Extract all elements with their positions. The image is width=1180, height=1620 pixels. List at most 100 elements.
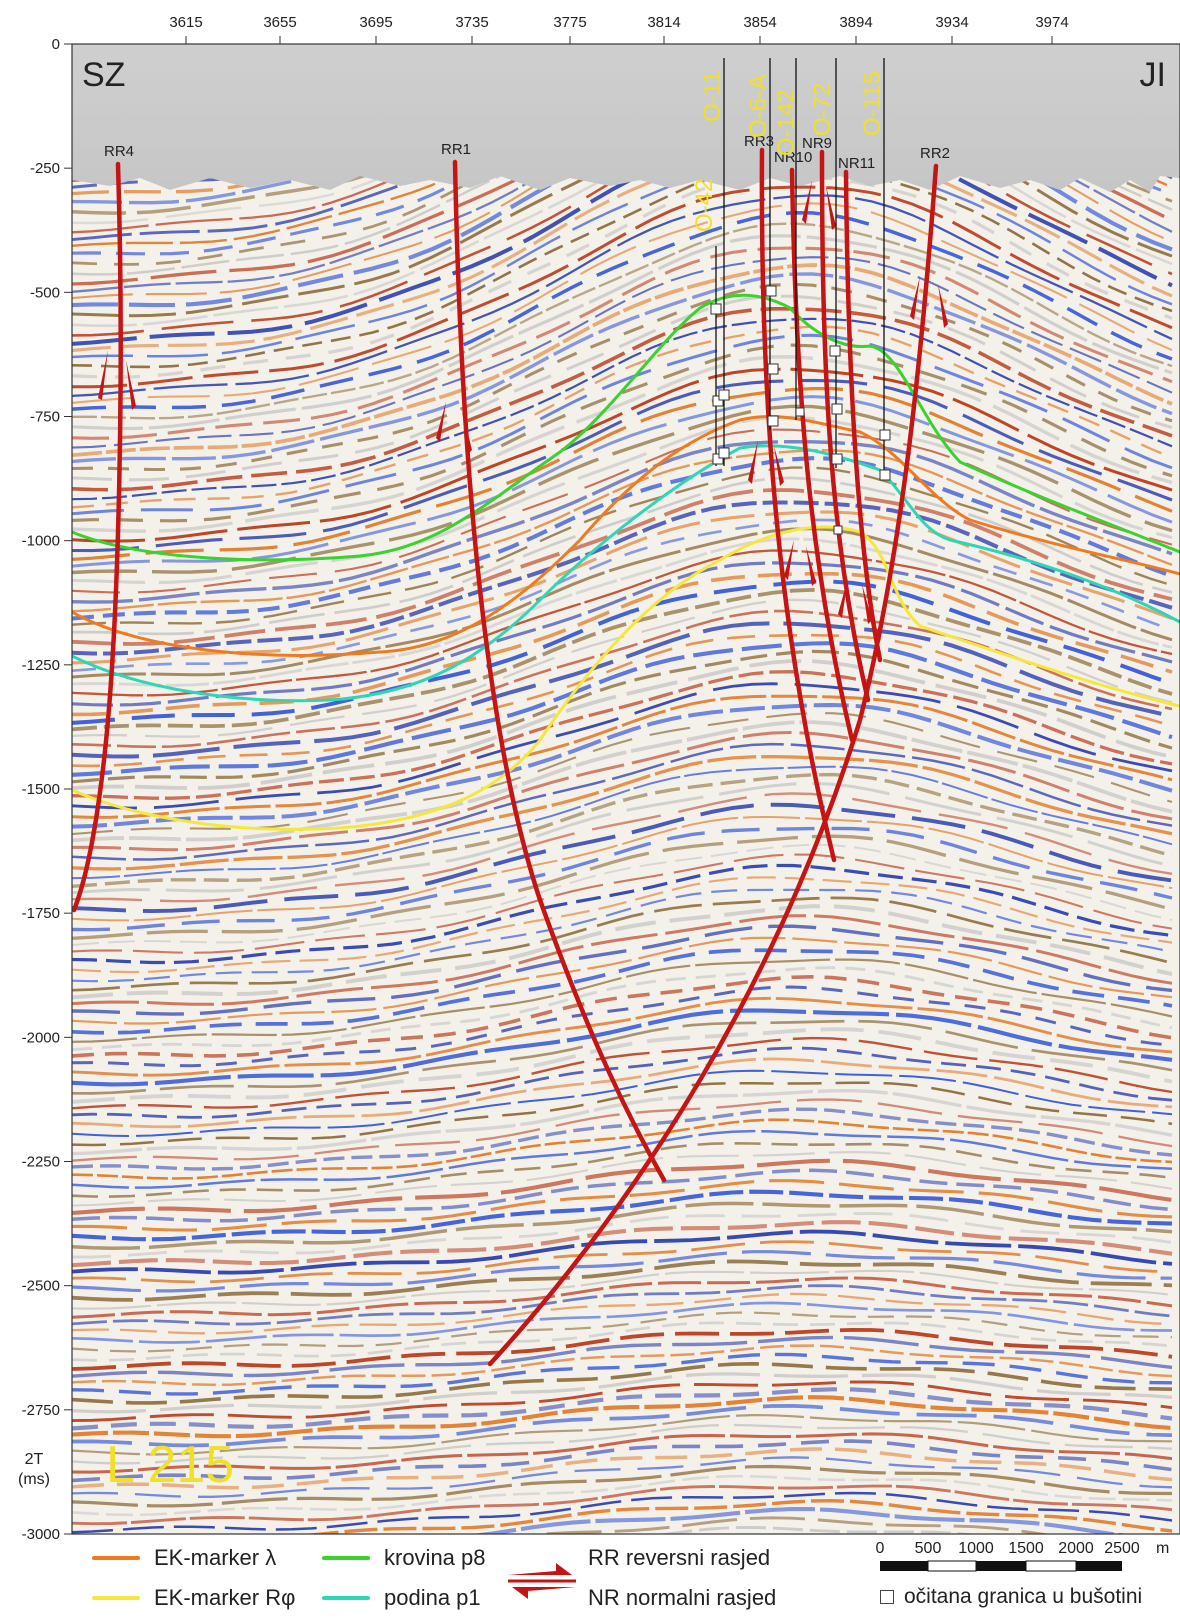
seismic-trace xyxy=(72,1361,1173,1405)
seismic-trace xyxy=(72,1423,1173,1465)
seismic-trace xyxy=(72,958,1173,1043)
seismic-trace xyxy=(72,355,1173,533)
slip-arrow-rr1 xyxy=(436,402,472,454)
legend-podina: podina p1 xyxy=(322,1585,481,1611)
seismic-trace xyxy=(72,222,1173,420)
legend-swatch xyxy=(322,1556,370,1560)
well-label: O-72 xyxy=(809,83,836,136)
well-labels: O-42 O-11 O-6-A O-142 O-72 O-115 xyxy=(691,70,886,232)
scale-label: 0 xyxy=(876,1540,885,1557)
seismic-trace xyxy=(72,1259,1173,1302)
well-marker xyxy=(765,285,777,297)
well-marker xyxy=(831,403,843,415)
seismic-trace xyxy=(72,1211,1173,1259)
seismic-trace xyxy=(72,853,1173,954)
left-axis-tick-label: -250 xyxy=(30,160,60,177)
horizon-krovina-p8 xyxy=(72,293,1180,562)
seismic-trace xyxy=(72,476,1173,636)
seismic-trace xyxy=(72,194,1173,398)
slip-arrow-nr11 xyxy=(838,578,872,624)
legend-label: RR reversni rasjed xyxy=(588,1545,771,1570)
fault-arrows-icon xyxy=(508,1563,576,1599)
top-axis-tick-label: 3695 xyxy=(359,14,392,31)
seismic-trace xyxy=(72,1404,1173,1448)
section-title: L 215 xyxy=(106,1436,234,1494)
seismic-trace xyxy=(72,985,1173,1068)
direction-left: SZ xyxy=(82,56,125,94)
seismic-trace xyxy=(72,307,1173,492)
seismic-trace xyxy=(72,1327,1173,1371)
seismic-trace xyxy=(72,834,1173,940)
fault-nr11 xyxy=(843,169,883,663)
seismic-trace xyxy=(472,1506,1129,1534)
left-axis-tick-label: -1500 xyxy=(22,781,60,798)
seismic-trace xyxy=(72,1250,1173,1293)
seismic-trace xyxy=(72,702,1173,829)
left-axis-label-line1: 2T xyxy=(25,1451,44,1468)
well-marker xyxy=(710,303,722,315)
fault-label: NR11 xyxy=(838,155,875,172)
seismic-trace xyxy=(72,1380,1173,1423)
fault-nr9 xyxy=(819,149,871,703)
legend-label: NR normalni rasjed xyxy=(588,1585,777,1610)
well-marker xyxy=(712,395,724,407)
slip-arrow-rr2 xyxy=(910,276,948,328)
seismic-trace xyxy=(72,1189,1173,1242)
legend-label: očitana granica u bušotini xyxy=(904,1585,1143,1608)
left-axis-tick-label: -2000 xyxy=(22,1029,60,1046)
well-boundary-markers xyxy=(710,285,891,535)
well-marker xyxy=(718,389,730,401)
seismic-trace xyxy=(72,150,1173,359)
seismic-trace xyxy=(72,730,1173,852)
seismic-trace xyxy=(72,936,1173,1025)
left-axis-tick-label: -1750 xyxy=(22,905,60,922)
seismic-trace xyxy=(72,802,1173,914)
seismic-trace xyxy=(72,537,1173,687)
seismic-trace xyxy=(72,378,1173,553)
seismic-trace xyxy=(72,1344,1173,1387)
well-marker xyxy=(795,407,805,417)
fault-label: NR10 xyxy=(774,149,812,166)
seismic-trace xyxy=(72,843,1173,946)
seismic-trace xyxy=(72,742,1173,861)
left-axis-tick-label: -500 xyxy=(30,284,60,301)
well-marker xyxy=(833,525,843,535)
seismic-trace xyxy=(72,1352,1173,1396)
legend: EK-marker λ EK-marker Rφ krovina p8 podi… xyxy=(0,1535,1180,1620)
legend-normal-fault: NR normalni rasjed xyxy=(588,1585,776,1611)
well-label: O-115 xyxy=(859,71,886,136)
fault-label: RR2 xyxy=(920,145,950,162)
fault-label: NR9 xyxy=(802,135,832,152)
legend-swatch xyxy=(322,1596,370,1600)
seismic-trace xyxy=(72,1311,1173,1353)
seismic-trace xyxy=(151,1498,1173,1534)
seismic-trace xyxy=(72,234,1173,431)
seismic-trace xyxy=(72,1301,1173,1344)
top-axis-tick-label: 3735 xyxy=(455,14,488,31)
left-axis-tick-label: -2750 xyxy=(22,1402,60,1419)
no-data-zone xyxy=(72,44,1180,192)
left-axis-tick-label: -2500 xyxy=(22,1278,60,1295)
seismic-trace xyxy=(72,579,1173,725)
well-marker xyxy=(767,415,779,427)
seismic-trace xyxy=(72,649,1173,784)
seismic-trace xyxy=(72,1107,1173,1171)
seismic-trace xyxy=(72,1491,1173,1534)
seismic-trace xyxy=(72,256,1173,449)
seismic-trace xyxy=(72,246,1173,440)
seismic-trace xyxy=(72,439,1173,604)
seismic-trace xyxy=(72,1220,1173,1268)
seismic-trace xyxy=(72,1201,1173,1251)
left-axis-tick-label: -1250 xyxy=(22,657,60,674)
scale-label: 1000 xyxy=(958,1540,994,1557)
scale-unit: m xyxy=(1156,1540,1169,1557)
seismic-trace xyxy=(72,1395,1173,1439)
top-axis-tick-label: 3894 xyxy=(839,14,872,31)
well-label: O-11 xyxy=(699,70,726,122)
scale-label: 2000 xyxy=(1058,1540,1094,1557)
seismic-trace xyxy=(72,1158,1173,1216)
seismic-trace xyxy=(72,1098,1173,1162)
seismic-trace xyxy=(72,404,1173,575)
legend-swatch xyxy=(92,1556,140,1560)
seismic-trace xyxy=(72,904,1173,1000)
